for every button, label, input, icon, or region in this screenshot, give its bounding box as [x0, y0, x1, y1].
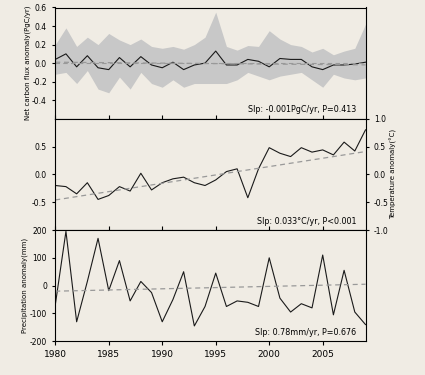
Text: Slp: 0.78mm/yr, P=0.676: Slp: 0.78mm/yr, P=0.676 — [255, 328, 356, 337]
Text: Slp: 0.033°C/yr, P<0.001: Slp: 0.033°C/yr, P<0.001 — [257, 216, 356, 225]
Text: Slp: -0.001PgC/yr, P=0.413: Slp: -0.001PgC/yr, P=0.413 — [248, 105, 356, 114]
Y-axis label: Net carbon flux anomaly(PgC/yr): Net carbon flux anomaly(PgC/yr) — [24, 6, 31, 120]
Y-axis label: Precipitation anomaly(mm): Precipitation anomaly(mm) — [22, 238, 28, 333]
Y-axis label: Temperature anomaly(°C): Temperature anomaly(°C) — [390, 129, 397, 219]
